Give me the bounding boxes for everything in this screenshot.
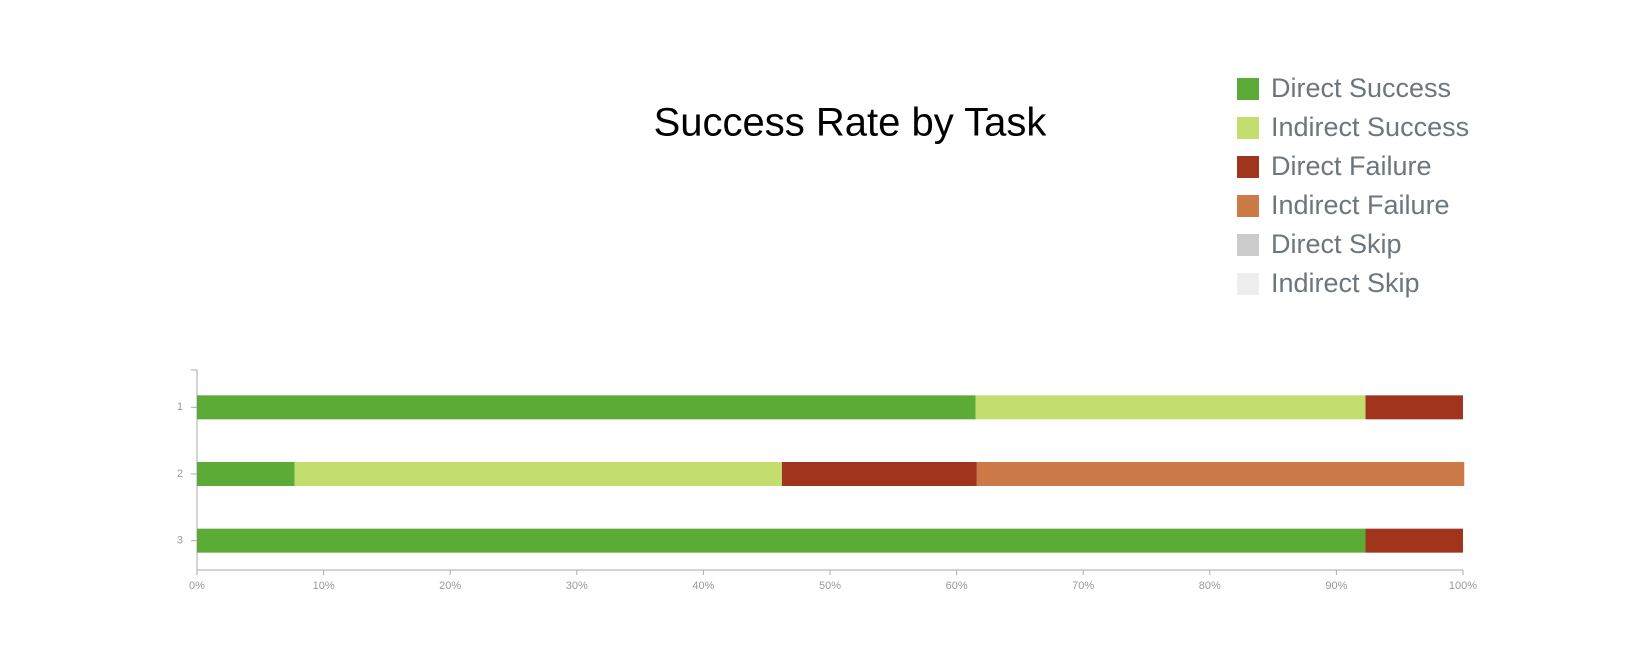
x-tick-label: 80%	[1199, 580, 1221, 592]
bar-segment	[976, 462, 1465, 486]
legend-swatch	[1237, 195, 1259, 217]
bar-segment	[1365, 528, 1463, 553]
legend-label: Indirect Failure	[1271, 190, 1450, 220]
x-tick-label: 40%	[692, 580, 714, 592]
x-tick-label: 20%	[439, 580, 461, 592]
x-tick-label: 0%	[189, 580, 205, 592]
bar-segment	[781, 462, 977, 486]
legend-label: Indirect Success	[1271, 112, 1469, 142]
chart-title: Success Rate by Task	[654, 101, 1048, 145]
x-tick-label: 50%	[819, 580, 841, 592]
x-tick-label: 30%	[566, 580, 588, 592]
bar-segment	[197, 528, 1366, 553]
bar-segment	[1365, 395, 1463, 420]
x-tick-label: 100%	[1449, 580, 1477, 592]
x-tick-label: 90%	[1325, 580, 1347, 592]
legend-label: Direct Failure	[1271, 151, 1432, 181]
x-tick-label: 60%	[946, 580, 968, 592]
x-tick-label: 70%	[1072, 580, 1094, 592]
bar-segment	[197, 462, 295, 486]
bar-segment	[975, 395, 1366, 420]
bar-segment	[294, 462, 782, 486]
x-tick-label: 10%	[313, 580, 335, 592]
legend-swatch	[1237, 156, 1259, 178]
legend-label: Direct Skip	[1271, 229, 1402, 259]
y-tick-label: 2	[177, 468, 183, 480]
bar-segment	[197, 395, 976, 420]
legend-label: Direct Success	[1271, 73, 1451, 103]
y-tick-label: 3	[177, 535, 183, 547]
legend-swatch	[1237, 117, 1259, 139]
legend-label: Indirect Skip	[1271, 268, 1420, 298]
legend-swatch	[1237, 273, 1259, 295]
legend-swatch	[1237, 234, 1259, 256]
legend-swatch	[1237, 78, 1259, 100]
y-tick-label: 1	[177, 401, 183, 413]
